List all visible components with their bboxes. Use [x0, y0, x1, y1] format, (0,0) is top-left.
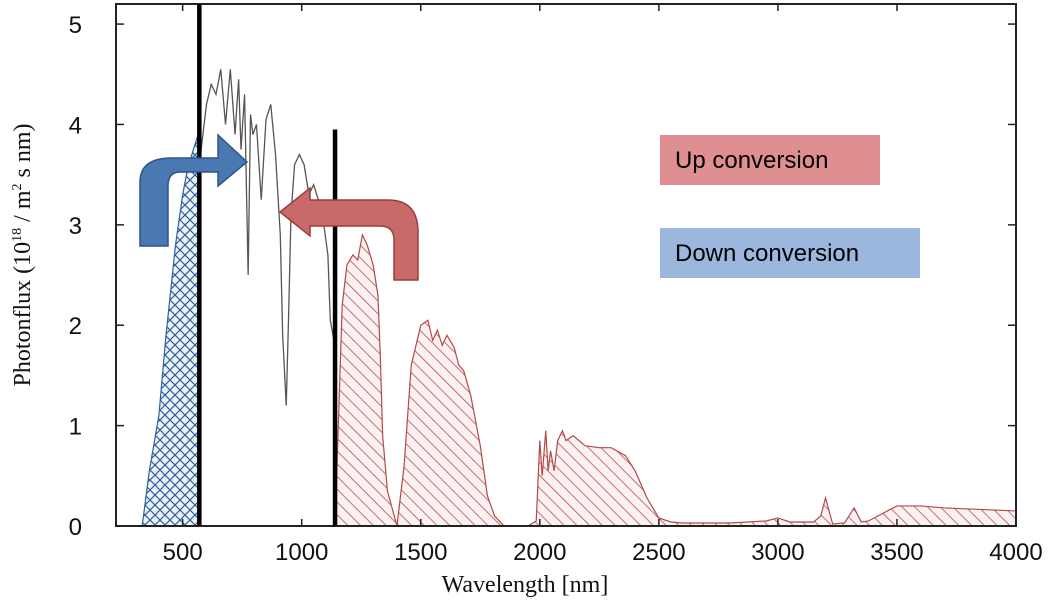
x-tick-label: 4000: [989, 539, 1042, 566]
legend-up-swatch: [660, 135, 880, 185]
x-tick-label: 2500: [632, 539, 685, 566]
x-tick-label: 1500: [394, 539, 447, 566]
legend-down-label: Down conversion: [675, 240, 859, 267]
series-layer: [141, 69, 1017, 527]
y-axis-title: Photonflux (1018 / m2 s nm): [10, 123, 36, 386]
x-tick-label: 2000: [513, 539, 566, 566]
down-conversion-arrow-icon: [139, 133, 249, 247]
y-axis-title-suffix: s nm): [10, 123, 36, 183]
y-tick-label: 1: [69, 414, 82, 441]
x-tick-label: 3000: [751, 539, 804, 566]
y-axis-title-exponent: 18: [10, 228, 25, 242]
tick-layer: 500 1000 1500 2000 2500 3000 3500 4000 0 1 2 3 4 5: [69, 4, 1043, 566]
up-conversion-arrow-icon: [278, 186, 419, 281]
y-tick-label: 4: [69, 112, 82, 139]
legend-down-conversion: Down conversion: [660, 228, 920, 278]
y-axis-title-exponent-2: 2: [10, 183, 25, 190]
y-tick-label: 5: [69, 12, 82, 39]
up-conversion-region: [334, 232, 1017, 527]
x-tick-label: 500: [163, 539, 203, 566]
legend-up-conversion: Up conversion: [660, 135, 880, 185]
y-axis-title-mid: / m: [10, 190, 36, 228]
x-axis-title: Wavelength [nm]: [442, 572, 609, 598]
legend-up-label: Up conversion: [675, 147, 828, 174]
y-tick-label: 3: [69, 213, 82, 240]
plot-frame: [115, 3, 1017, 527]
vline-layer: [197, 4, 338, 526]
y-axis-title-prefix: Photonflux (10: [10, 242, 36, 387]
spectrum-line-1: [198, 69, 336, 406]
x-tick-label: 3500: [870, 539, 923, 566]
legend-down-swatch: [660, 228, 920, 278]
y-tick-label: 0: [69, 514, 82, 541]
y-tick-label: 2: [69, 313, 82, 340]
x-tick-label: 1000: [275, 539, 328, 566]
